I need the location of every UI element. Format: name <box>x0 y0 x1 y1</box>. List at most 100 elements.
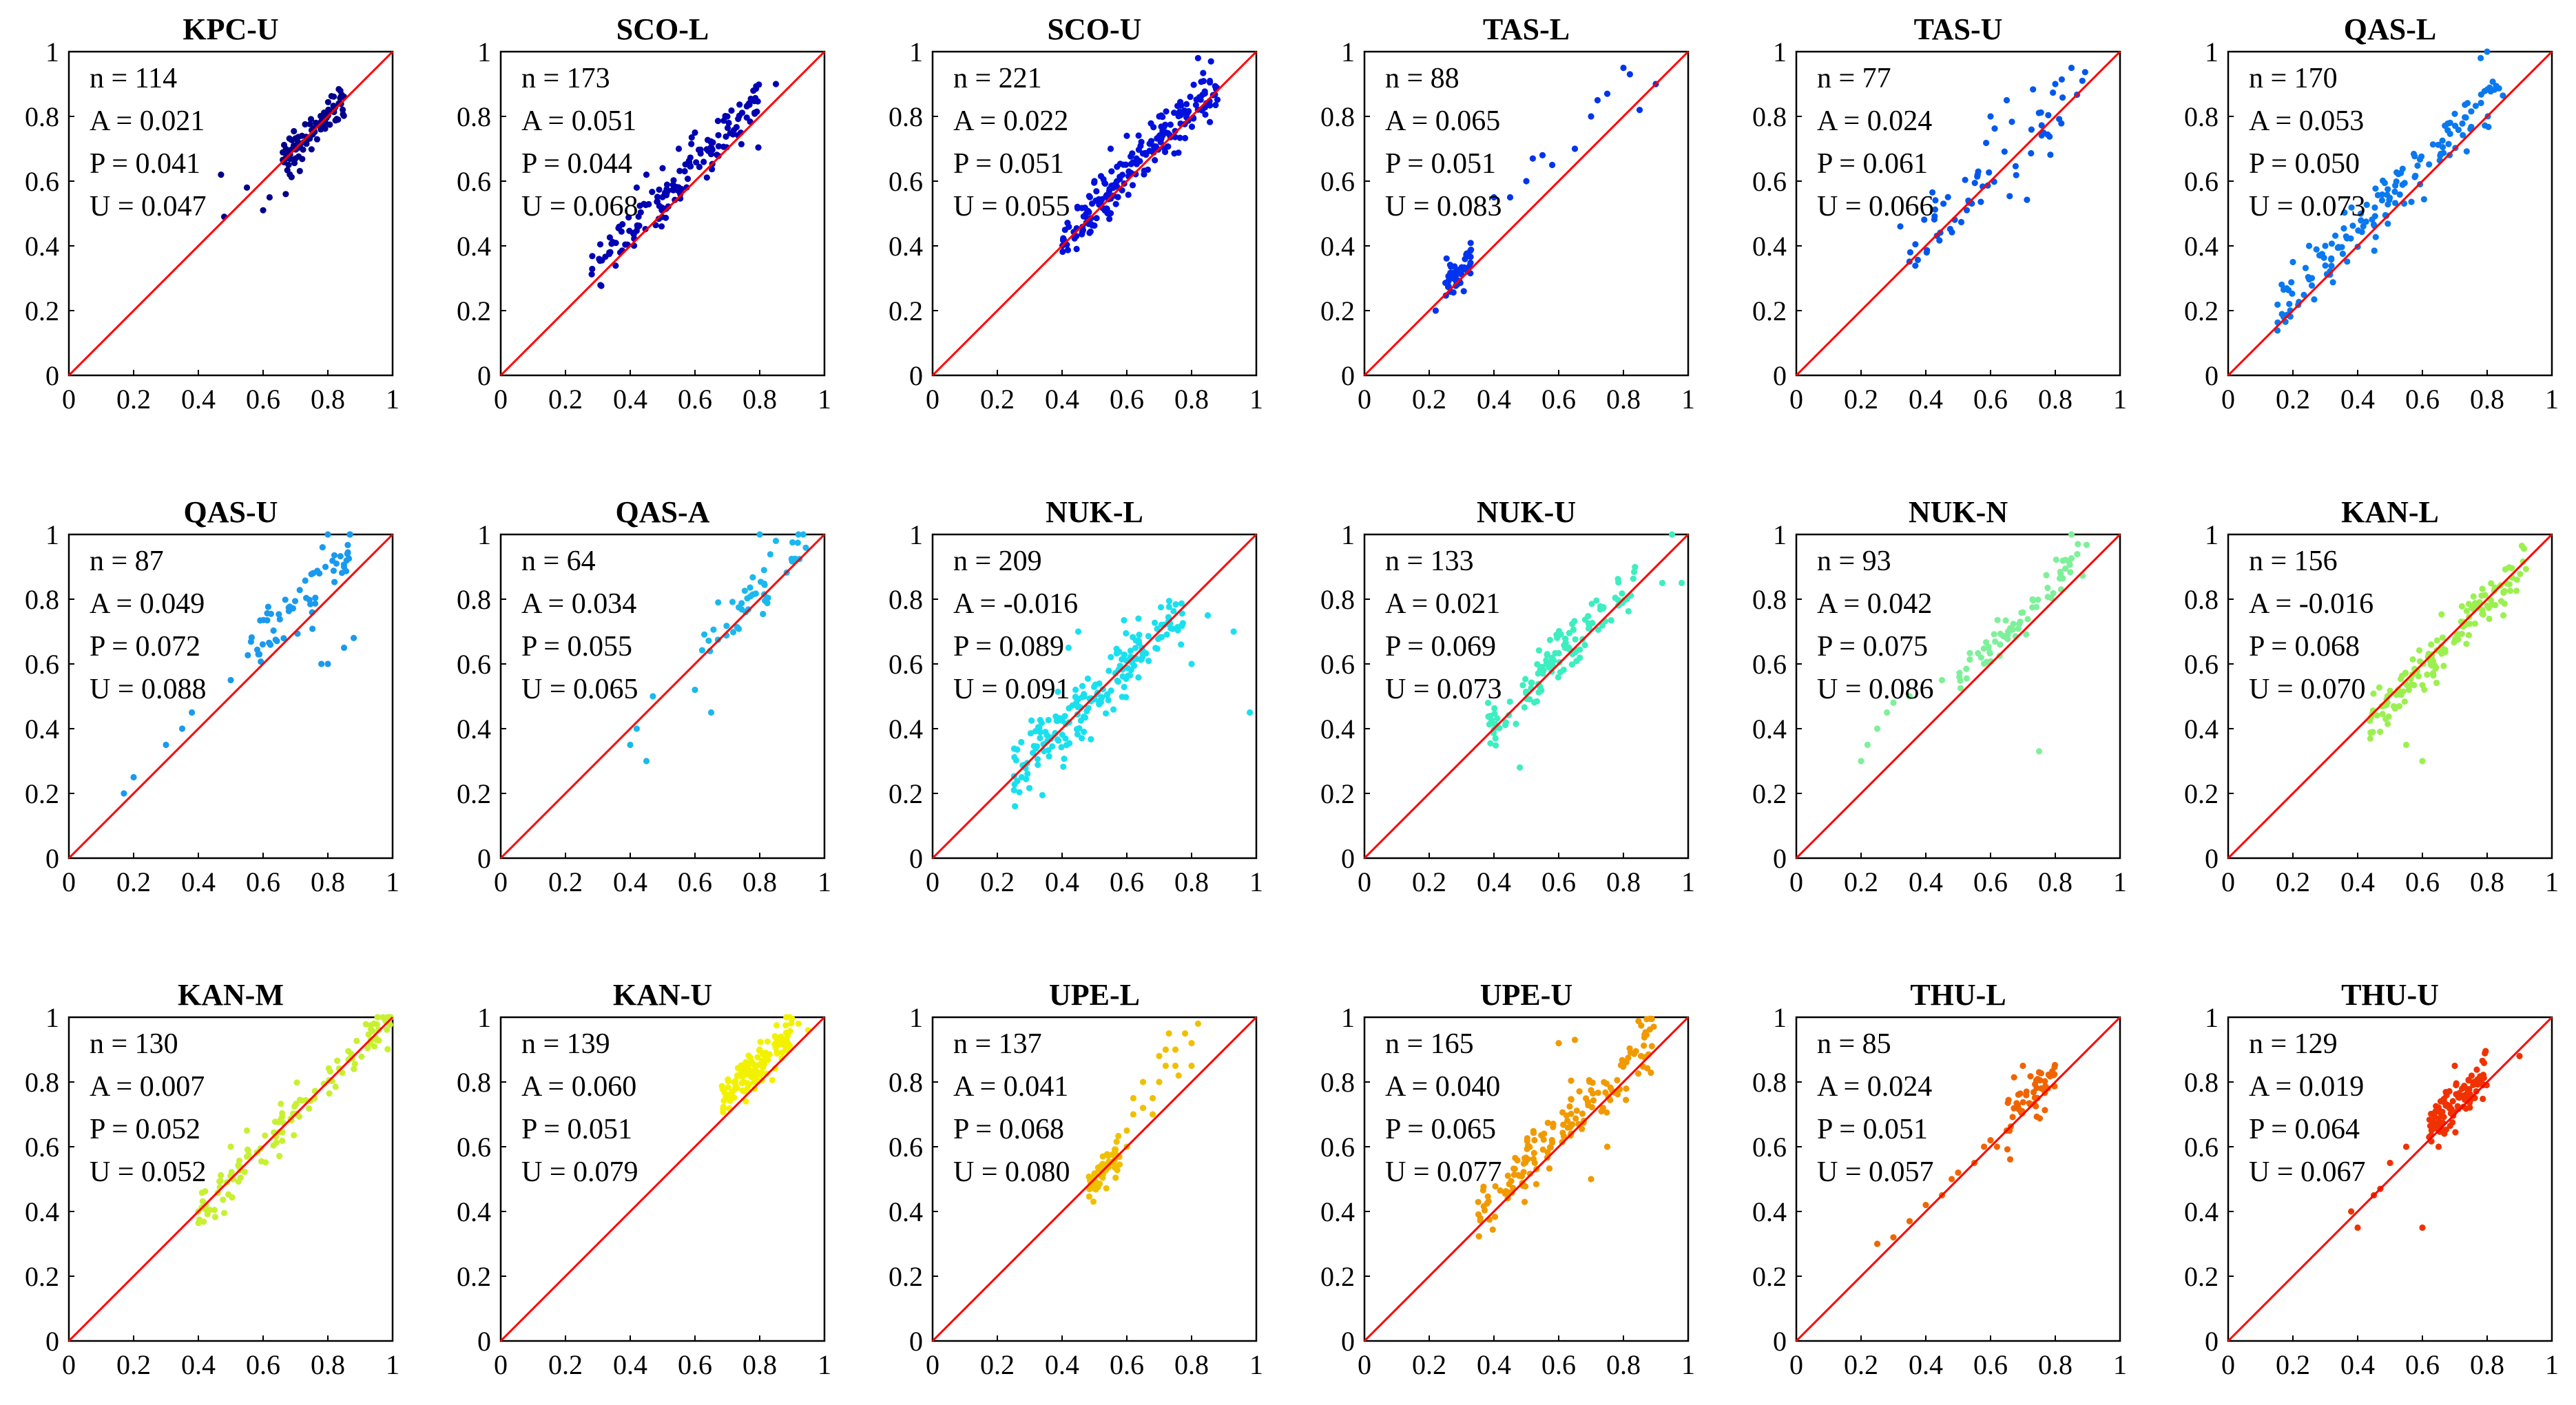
one-to-one-line <box>67 533 394 860</box>
data-point <box>1583 1095 1590 1102</box>
one-to-one-line <box>1795 50 2121 377</box>
data-point <box>2478 54 2484 61</box>
data-point <box>670 177 677 184</box>
data-point <box>1443 255 1450 262</box>
axes-box <box>931 533 1258 860</box>
x-tick-label: 0.8 <box>1174 866 1209 897</box>
data-point <box>749 574 756 581</box>
data-point <box>330 93 337 100</box>
y-tick-label: 0.2 <box>1752 1261 1787 1292</box>
data-point <box>2500 612 2507 619</box>
panel-nuk-n: NUK-N 00 0.2 0.2 0.4 0.4 0.6 0.6 0.8 0.8 1 1 n = 93 A… <box>1752 495 2127 897</box>
data-point <box>786 1014 793 1021</box>
data-point <box>1623 1085 1630 1092</box>
data-point <box>1997 630 2004 638</box>
stat-label: P = 0.065 <box>1385 1114 1496 1145</box>
data-point <box>1096 700 1103 708</box>
data-point <box>1884 709 1891 716</box>
y-tick-label: 0 <box>1341 843 1355 874</box>
data-point <box>351 1065 357 1072</box>
data-point <box>340 111 346 118</box>
panel-nuk-l: NUK-L 00 0.2 0.2 0.4 0.4 0.6 0.6 0.8 0.8 1 1 n = 209… <box>889 495 1263 897</box>
data-point <box>1188 1062 1195 1070</box>
data-point <box>1207 58 1214 65</box>
data-point <box>1550 1123 1557 1130</box>
data-point <box>627 741 634 749</box>
data-point <box>1559 1130 1566 1136</box>
data-point <box>1141 167 1147 174</box>
data-point <box>760 567 767 574</box>
data-point <box>195 1220 202 1227</box>
data-point <box>2050 89 2057 96</box>
data-point <box>687 154 694 161</box>
data-point <box>2349 222 2356 229</box>
data-point <box>2459 1085 2466 1092</box>
data-point <box>1491 705 1498 712</box>
data-point <box>2372 233 2379 240</box>
data-point <box>245 1152 252 1159</box>
data-point <box>1506 194 1514 201</box>
data-point <box>1576 1088 1583 1095</box>
data-point <box>2431 1125 2438 1132</box>
x-tick-label: 0 <box>62 866 76 897</box>
scatter-points <box>1897 64 2088 269</box>
y-tick-label: 0.4 <box>2184 714 2219 745</box>
data-point <box>675 145 683 152</box>
data-point <box>2004 636 2011 643</box>
data-point <box>1027 730 1034 737</box>
data-point <box>2038 122 2045 129</box>
data-point <box>1172 1046 1179 1053</box>
data-point <box>2474 1081 2481 1088</box>
data-point <box>2414 162 2421 169</box>
x-tick-label: 1 <box>2545 866 2559 897</box>
data-point <box>211 1214 218 1220</box>
data-point <box>1081 728 1088 736</box>
data-point <box>1037 735 1043 742</box>
data-point <box>2051 1071 2058 1078</box>
data-point <box>1595 626 1601 634</box>
x-tick-label: 0 <box>1789 384 1803 415</box>
y-tick-label: 0 <box>909 360 923 391</box>
data-point <box>782 1046 789 1053</box>
data-point <box>2502 566 2509 573</box>
y-tick-label: 0.4 <box>1752 231 1787 262</box>
data-point <box>318 660 325 667</box>
axes-box <box>1795 533 2121 860</box>
stat-label: A = 0.042 <box>1817 588 1932 620</box>
data-point <box>725 1084 731 1091</box>
data-point <box>1145 633 1152 640</box>
data-point <box>725 1076 731 1083</box>
data-point <box>1603 1143 1611 1150</box>
x-tick-label: 0 <box>1789 866 1803 897</box>
data-point <box>748 1060 755 1067</box>
data-point <box>1602 1089 1609 1096</box>
data-point <box>2308 275 2316 282</box>
x-tick-label: 0 <box>1358 384 1371 415</box>
data-point <box>1991 125 1998 132</box>
data-point <box>1172 1062 1179 1070</box>
data-point <box>1157 604 1165 611</box>
data-point <box>1073 245 1080 253</box>
data-point <box>326 1090 333 1097</box>
scatter-points <box>627 531 809 764</box>
data-point <box>1150 143 1157 149</box>
data-point <box>1099 694 1105 701</box>
stat-label: n = 209 <box>953 545 1042 577</box>
data-point <box>1099 1174 1106 1181</box>
data-point <box>1521 1198 1528 1205</box>
scatter-points <box>121 531 357 797</box>
data-point <box>1060 763 1067 770</box>
data-point <box>1108 168 1115 175</box>
x-tick-label: 0 <box>926 384 939 415</box>
data-point <box>730 127 737 134</box>
data-point <box>280 156 287 163</box>
y-tick-label: 0.6 <box>889 649 923 680</box>
data-point <box>1545 659 1552 667</box>
stat-label: A = 0.040 <box>1385 1071 1500 1103</box>
y-tick-label: 0.4 <box>889 231 923 262</box>
data-point <box>1075 696 1082 702</box>
x-tick-label: 0.2 <box>2276 1349 2310 1380</box>
data-point <box>2013 171 2019 178</box>
data-point <box>1515 1172 1522 1178</box>
data-point <box>795 531 802 538</box>
